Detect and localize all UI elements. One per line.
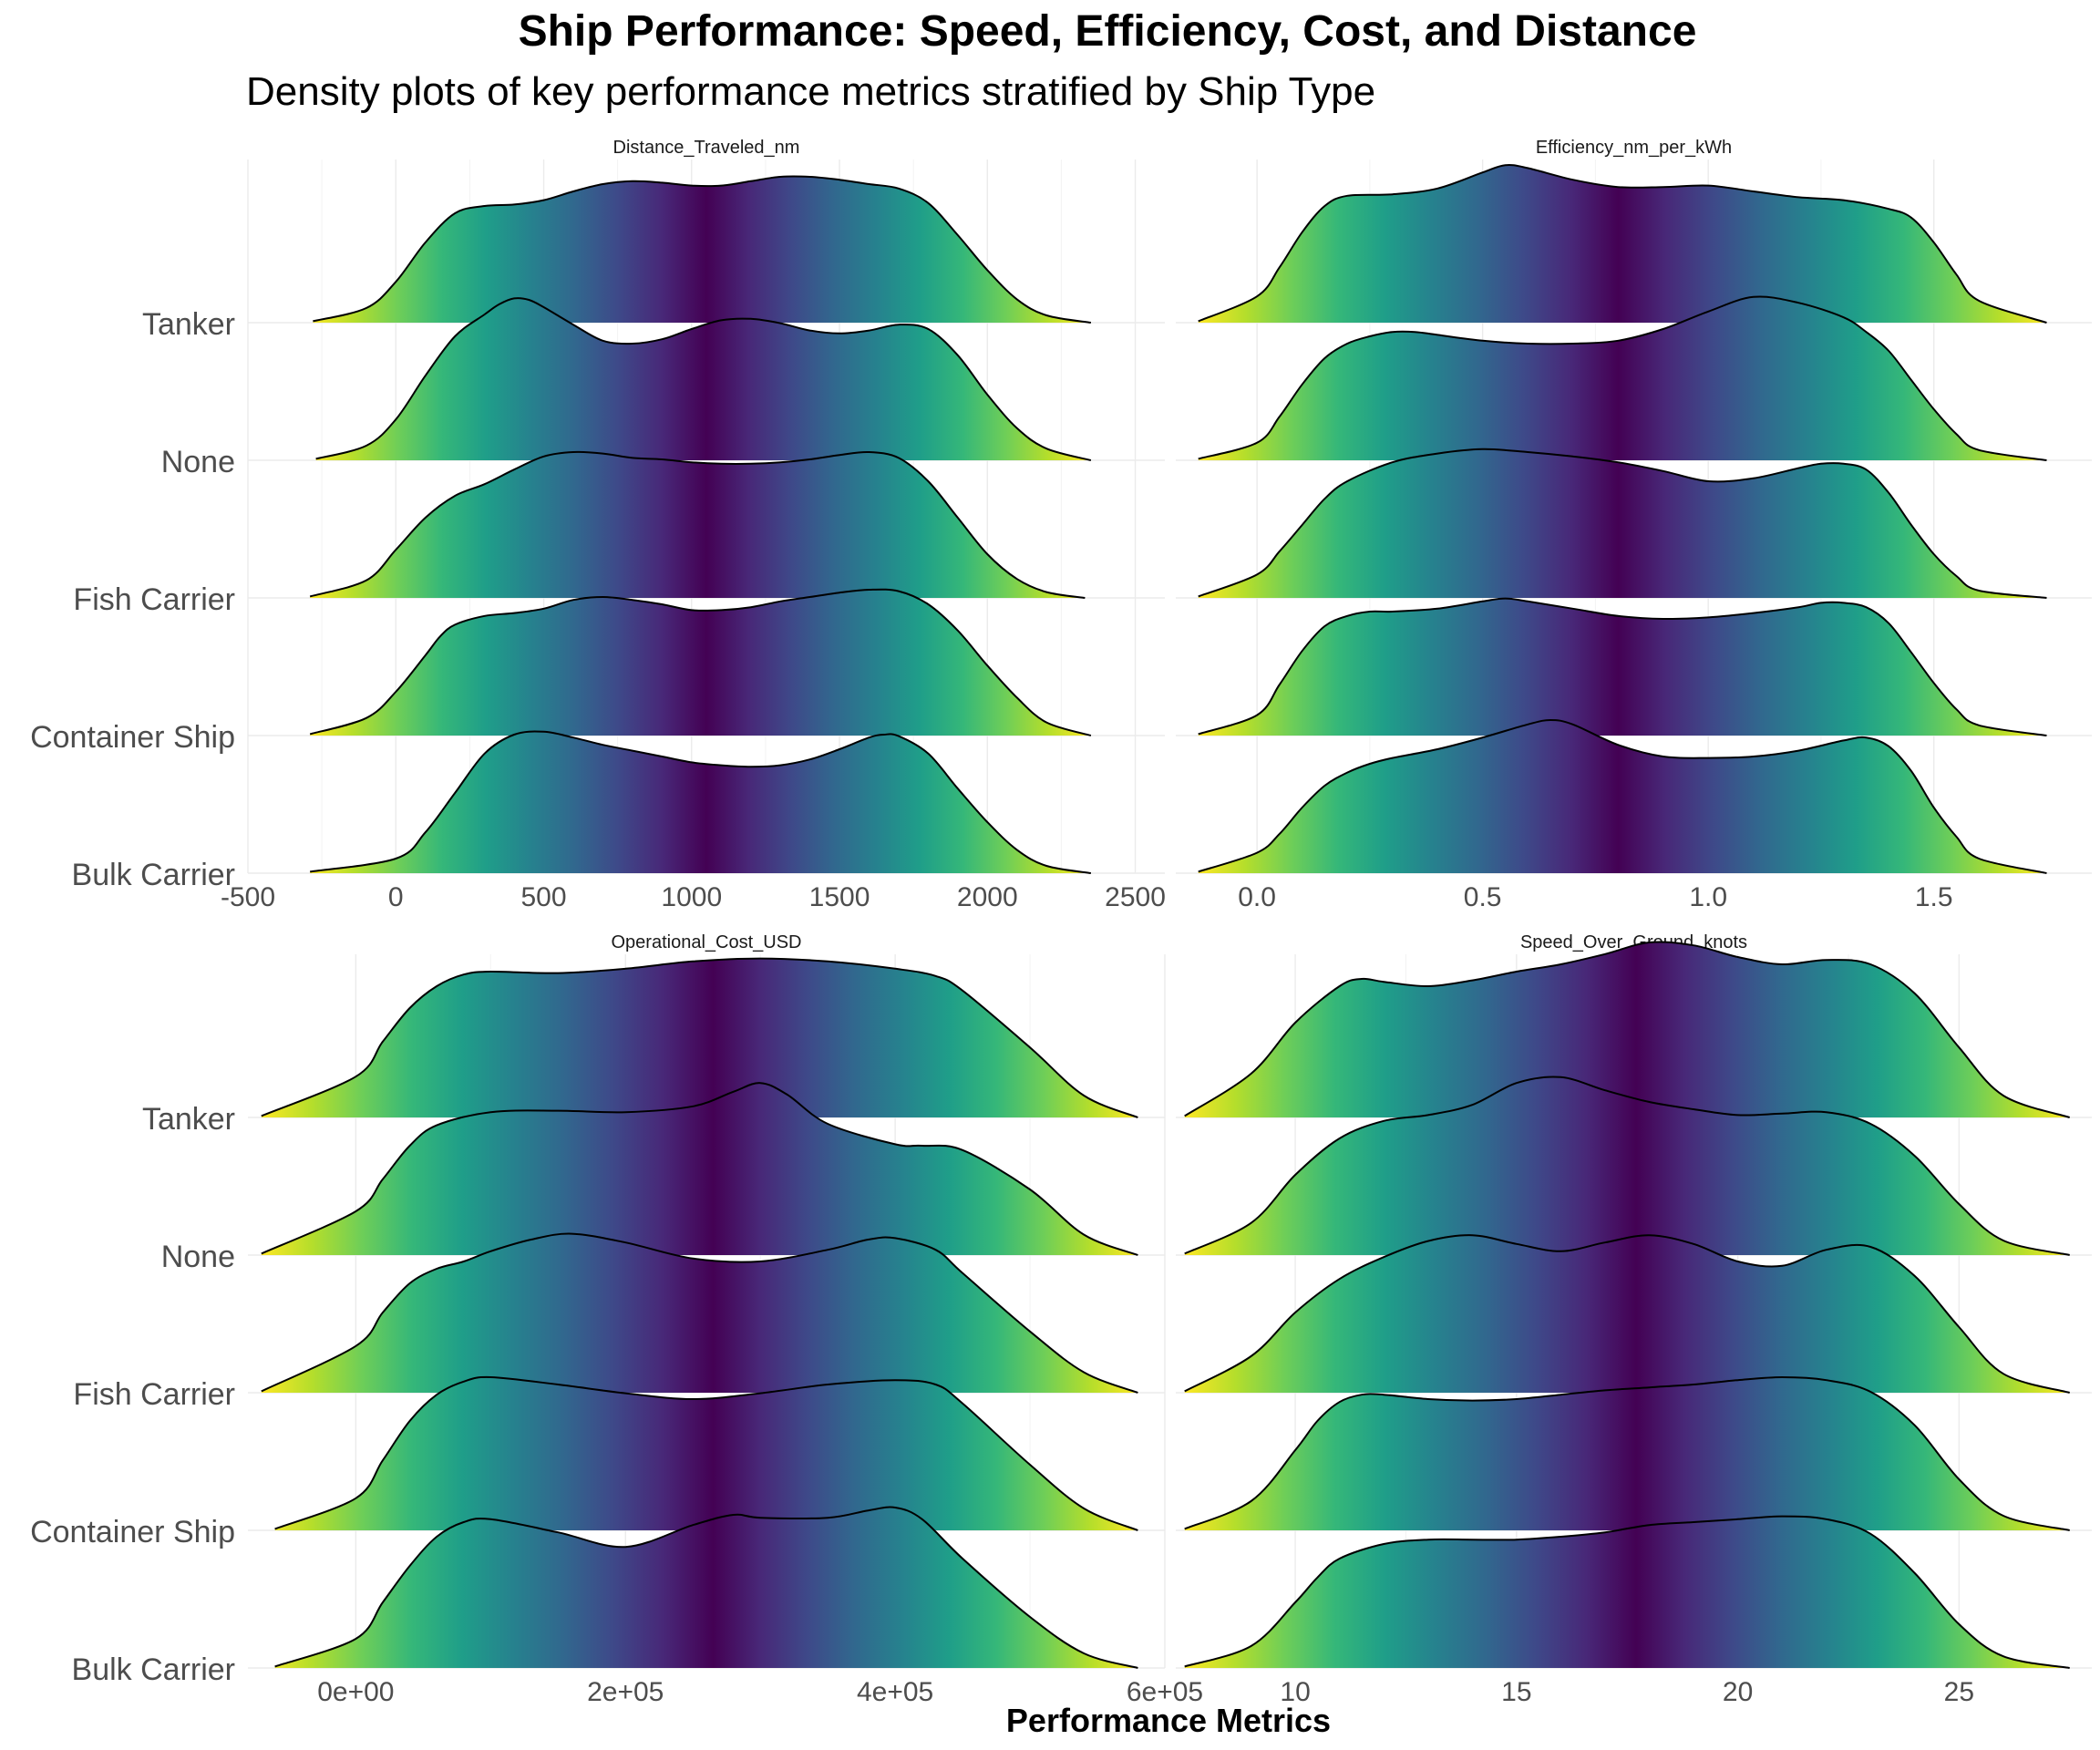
ridge-container-ship-area bbox=[1184, 1377, 2070, 1530]
panel-distance-traveled-nm: Distance_Traveled_nm Bulk Carrier Containe… bbox=[30, 138, 1166, 912]
x-tick-label: -500 bbox=[221, 882, 275, 912]
y-tick-label: Container Ship bbox=[30, 1515, 235, 1549]
ridge-none-area bbox=[315, 298, 1091, 460]
ridge-tanker-line bbox=[1198, 163, 2047, 324]
ridge-container-ship-line bbox=[274, 1375, 1138, 1531]
x-tick-label: 4e+05 bbox=[857, 1677, 933, 1707]
ridge-container-ship-line bbox=[1184, 1375, 2070, 1531]
x-tick-label: 0.0 bbox=[1238, 882, 1276, 912]
ridge-bulk-carrier-area bbox=[1198, 720, 2047, 873]
ridge-none-area bbox=[261, 1083, 1138, 1255]
ridge-bulk-carrier-area bbox=[1184, 1516, 2070, 1668]
ridge-fish-carrier-area bbox=[1184, 1235, 2070, 1393]
ridge-tanker-line bbox=[1184, 941, 2071, 1118]
x-tick-label: 0 bbox=[388, 882, 404, 912]
ridge-fish-carrier-line bbox=[261, 1232, 1138, 1394]
panel-efficiency-nm-per-kwh: Efficiency_nm_per_kWh 0.0 0.5 1.0 1.5 bbox=[1176, 138, 2092, 912]
x-axis-label: Performance Metrics bbox=[1006, 1702, 1331, 1739]
x-tick-label: 0.5 bbox=[1464, 882, 1502, 912]
y-tick-label: Tanker bbox=[142, 1102, 235, 1137]
y-tick-label: Bulk Carrier bbox=[72, 1652, 235, 1687]
chart-subtitle: Density plots of key performance metrics… bbox=[246, 69, 1375, 114]
x-tick-label: 1500 bbox=[809, 882, 870, 912]
ridge-none-line bbox=[261, 1082, 1138, 1256]
y-tick-label: Container Ship bbox=[30, 720, 235, 755]
ridge-bulk-carrier-line bbox=[1198, 718, 2047, 874]
ridge-container-ship-line bbox=[309, 588, 1092, 736]
ridge-fish-carrier-area bbox=[1198, 448, 2047, 598]
panel-strip-title: Operational_Cost_USD bbox=[612, 932, 802, 952]
x-tick-label: 6e+05 bbox=[1127, 1677, 1203, 1707]
x-tick-label: 1.5 bbox=[1915, 882, 1953, 912]
x-tick-label: 2500 bbox=[1105, 882, 1166, 912]
ridge-none-area bbox=[1184, 1076, 2070, 1255]
ridge-fish-carrier-area bbox=[310, 451, 1086, 598]
ridge-container-ship-area bbox=[310, 589, 1091, 736]
y-tick-label: Tanker bbox=[142, 307, 235, 342]
ridge-tanker-area bbox=[1198, 164, 2047, 323]
x-tick-label: 20 bbox=[1723, 1677, 1753, 1707]
y-tick-label: None bbox=[161, 445, 235, 479]
ridge-tanker-area bbox=[261, 958, 1138, 1117]
x-tick-label: 2000 bbox=[957, 882, 1018, 912]
panel-operational-cost-usd: Operational_Cost_USD Bulk Carrier Containe… bbox=[30, 932, 1203, 1707]
ridge-none-line bbox=[315, 297, 1092, 461]
ridge-bulk-carrier-line bbox=[274, 1506, 1138, 1669]
y-tick-label: Fish Carrier bbox=[73, 582, 235, 617]
ridge-bulk-carrier-area bbox=[274, 1507, 1138, 1668]
ridge-bulk-carrier-line bbox=[309, 730, 1092, 874]
ridge-fish-carrier-line bbox=[309, 450, 1086, 599]
ridge-tanker-area bbox=[1184, 942, 2070, 1117]
x-tick-label: 500 bbox=[520, 882, 566, 912]
y-tick-label: Fish Carrier bbox=[73, 1377, 235, 1412]
x-tick-label: 15 bbox=[1501, 1677, 1531, 1707]
x-tick-label: 10 bbox=[1280, 1677, 1310, 1707]
ridge-bulk-carrier-line bbox=[1184, 1515, 2070, 1669]
x-tick-label: 1.0 bbox=[1689, 882, 1727, 912]
ridge-none-area bbox=[1198, 296, 2047, 460]
ridge-fish-carrier-line bbox=[1198, 448, 2047, 599]
y-tick-label: Bulk Carrier bbox=[72, 858, 235, 892]
ridge-container-ship-area bbox=[1198, 598, 2047, 736]
ridge-bulk-carrier-area bbox=[310, 731, 1091, 873]
x-tick-label: 1000 bbox=[661, 882, 722, 912]
ridge-fish-carrier-area bbox=[261, 1233, 1138, 1393]
panel-strip-title: Distance_Traveled_nm bbox=[613, 138, 800, 158]
ridge-container-ship-line bbox=[1198, 597, 2047, 736]
panels: Distance_Traveled_nm Bulk Carrier Containe… bbox=[30, 138, 2092, 1707]
ridge-none-line bbox=[1184, 1076, 2070, 1256]
x-tick-label: 25 bbox=[1944, 1677, 1974, 1707]
chart-title: Ship Performance: Speed, Efficiency, Cos… bbox=[519, 7, 1697, 56]
ridge-tanker-line bbox=[261, 957, 1138, 1118]
x-tick-label: 0e+00 bbox=[317, 1677, 394, 1707]
ridge-tanker-area bbox=[313, 176, 1091, 323]
ridge-fish-carrier-line bbox=[1184, 1234, 2070, 1394]
x-tick-label: 2e+05 bbox=[587, 1677, 664, 1707]
panel-strip-title: Efficiency_nm_per_kWh bbox=[1536, 138, 1732, 158]
ridge-none-line bbox=[1198, 295, 2047, 461]
ridge-tanker-line bbox=[313, 175, 1092, 324]
ridge-container-ship-area bbox=[274, 1376, 1138, 1530]
y-tick-label: None bbox=[161, 1240, 235, 1274]
